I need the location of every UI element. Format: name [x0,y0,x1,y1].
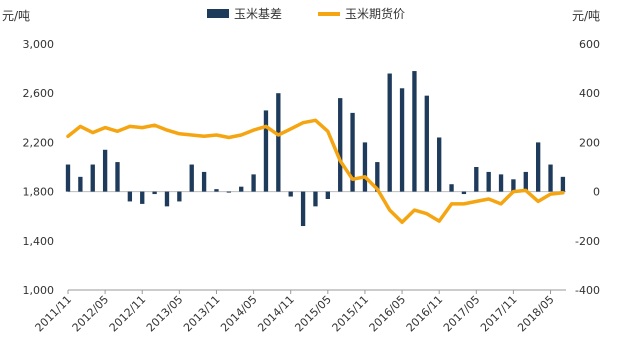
right-tick-label: -200 [575,235,600,248]
left-tick-label: 1,400 [23,235,55,248]
basis-bar [350,112,355,192]
x-tick-label: 2017/05 [441,293,483,335]
right-tick-label: 400 [579,87,600,100]
basis-bar [251,174,256,192]
legend-label-futures: 玉米期货价 [345,6,405,21]
basis-bar [226,191,232,193]
basis-bar [164,191,170,207]
basis-bar [78,176,83,192]
basis-bar [461,191,467,195]
basis-bar [65,164,71,192]
right-axis-ticks: -400 -200 0 200 400 600 [575,38,600,297]
basis-bar [152,191,157,195]
x-tick-label: 2016/05 [367,293,409,335]
x-tick-label: 2011/11 [33,293,75,335]
basis-bar [288,191,293,197]
basis-bar [127,191,133,202]
basis-bar [535,142,541,192]
basis-bar [362,142,368,192]
x-tick-label: 2013/05 [144,293,186,335]
x-tick-label: 2014/11 [255,293,297,335]
basis-bar [523,171,528,192]
basis-bar [276,93,281,192]
x-tick-label: 2016/11 [404,293,446,335]
basis-bar [511,179,516,192]
left-axis-unit: 元/吨 [2,9,30,23]
basis-bar [387,73,392,192]
left-tick-label: 3,000 [23,38,55,51]
x-axis-labels: 2011/112012/052012/112013/052013/112014/… [33,290,557,334]
basis-bar [449,184,454,192]
left-tick-label: 1,800 [23,186,55,199]
left-tick-label: 1,000 [23,284,55,297]
basis-bar [115,162,120,192]
basis-bar [90,164,95,192]
left-axis-ticks: 1,000 1,400 1,800 2,200 2,600 3,000 [23,38,55,297]
basis-bar [300,191,306,227]
basis-bar [399,88,405,192]
basis-bar [560,176,566,192]
basis-bar [239,186,244,192]
basis-bar [140,191,145,204]
x-tick-label: 2014/05 [218,293,260,335]
right-tick-label: 0 [593,186,600,199]
right-tick-label: -400 [575,284,600,297]
basis-bar [263,110,269,192]
left-tick-label: 2,600 [23,87,55,100]
x-tick-label: 2012/11 [107,293,149,335]
x-tick-label: 2015/05 [292,293,334,335]
right-axis-unit: 元/吨 [572,9,600,23]
basis-bar [338,98,343,192]
basis-bar [102,149,108,192]
x-tick-label: 2012/05 [70,293,112,335]
basis-bars [65,71,566,227]
basis-bar [375,162,380,192]
basis-bar [437,137,442,192]
basis-bar [412,71,417,192]
right-tick-label: 200 [579,136,600,149]
x-tick-label: 2015/11 [330,293,372,335]
left-tick-label: 2,200 [23,136,55,149]
x-tick-label: 2018/05 [515,293,557,335]
basis-bar [313,191,318,207]
basis-bar [474,167,479,192]
right-tick-label: 600 [579,38,600,51]
basis-bar [486,171,491,192]
legend-swatch-futures [318,12,340,16]
basis-bar [189,164,194,192]
basis-bar [548,164,553,192]
basis-bar [325,191,330,199]
basis-bar [498,174,504,192]
legend-swatch-basis [207,9,229,18]
basis-bar [201,171,207,192]
basis-bar [424,95,429,192]
basis-bar [214,189,219,192]
x-tick-label: 2017/11 [478,293,520,335]
legend-label-basis: 玉米基差 [234,7,282,21]
x-tick-label: 2013/11 [181,293,223,335]
basis-bar [177,191,182,202]
futures-price-line [66,118,565,225]
legend: 玉米基差 玉米期货价 [207,6,405,21]
